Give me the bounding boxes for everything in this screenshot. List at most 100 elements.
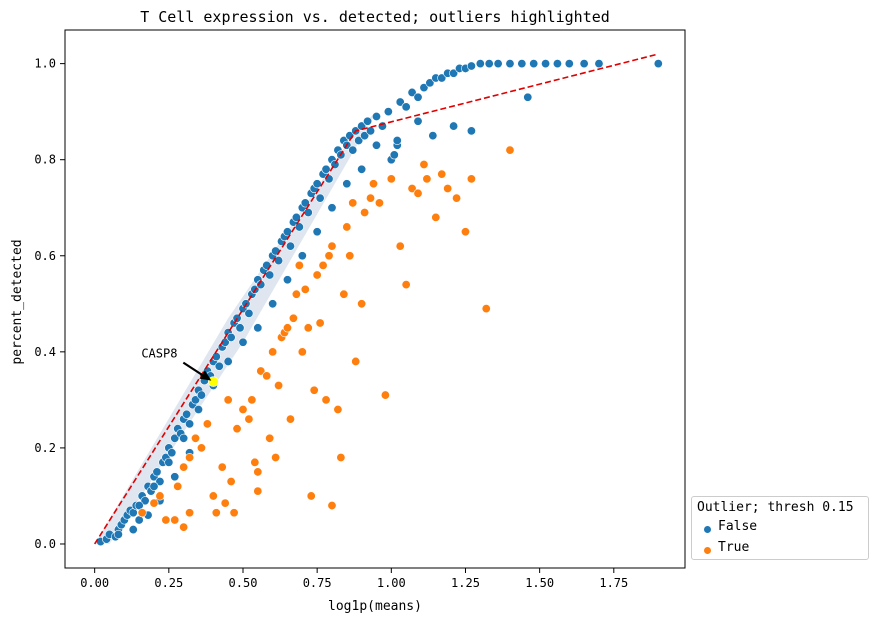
point-false-112 [505,59,515,69]
point-false-85 [354,135,364,145]
point-false-114 [529,59,539,69]
point-false-55 [265,270,275,280]
point-false-139 [193,404,203,414]
point-false-13 [140,496,150,506]
point-true-18 [229,508,239,518]
point-true-24 [250,457,260,467]
point-true-35 [282,323,292,333]
axes-frame [64,29,686,569]
point-true-6 [185,508,195,518]
point-true-20 [232,424,242,434]
point-true-50 [327,241,337,251]
point-false-38 [214,361,224,371]
point-false-97 [401,102,411,112]
point-false-17 [152,467,162,477]
point-true-54 [342,222,352,232]
point-true-58 [360,208,370,218]
point-false-140 [179,433,189,443]
y-tick-label: 0.8 [34,153,56,167]
point-false-45 [235,323,245,333]
point-false-137 [223,356,233,366]
point-false-30 [191,395,201,405]
point-true-31 [271,453,281,463]
point-false-101 [425,78,435,88]
point-true-8 [179,462,189,472]
point-true-40 [300,284,310,294]
x-tick-label: 1.25 [451,576,480,590]
point-true-21 [238,404,248,414]
point-true-65 [407,184,417,194]
point-true-36 [285,414,295,424]
point-false-133 [282,275,292,285]
point-true-79 [294,260,304,270]
point-true-5 [179,522,189,532]
point-true-30 [268,347,278,357]
highlight-point [208,376,219,387]
point-false-83 [348,145,358,155]
point-true-15 [217,462,227,472]
y-tick-label: 0.0 [34,537,56,551]
point-true-3 [161,515,171,525]
point-false-120 [653,59,663,69]
point-true-69 [437,169,447,179]
point-true-59 [369,179,379,189]
point-true-19 [223,395,233,405]
reference-line [93,53,659,545]
x-tick-label: 1.50 [525,576,554,590]
point-true-22 [244,414,254,424]
point-false-117 [564,59,574,69]
point-false-144 [128,525,138,535]
point-false-88 [363,116,373,126]
point-false-126 [371,140,381,150]
x-axis-ticks: 0.00 0.25 0.50 0.75 1.00 1.25 1.50 1.75 [80,568,628,590]
point-true-14 [211,508,221,518]
point-false-116 [552,59,562,69]
point-true-75 [466,174,476,184]
point-true-39 [297,347,307,357]
point-false-48 [244,308,254,318]
point-true-52 [336,453,346,463]
x-tick-label: 1.75 [599,576,628,590]
point-true-46 [318,260,328,270]
point-true-63 [395,241,405,251]
point-true-32 [274,380,284,390]
point-false-113 [517,59,527,69]
point-true-64 [401,280,411,290]
point-false-18 [155,477,165,487]
point-false-122 [523,92,533,102]
point-true-41 [303,323,313,333]
point-true-13 [208,491,218,501]
point-false-141 [164,457,174,467]
point-false-90 [371,111,381,121]
x-tick-label: 0.00 [80,576,109,590]
annotation-arrowhead [199,370,212,381]
annotation: CASP8 [141,347,212,381]
point-false-72 [315,193,325,203]
point-true-23 [247,395,257,405]
point-false-23 [170,433,180,443]
point-true-56 [351,356,361,366]
y-tick-label: 0.4 [34,345,56,359]
point-false-94 [389,150,399,160]
point-true-55 [345,251,355,261]
point-true-51 [333,404,343,414]
point-true-43 [309,385,319,395]
x-axis-label: log1p(means) [328,599,422,614]
point-true-62 [386,174,396,184]
point-false-27 [182,409,192,419]
point-true-12 [202,419,212,429]
point-true-38 [291,289,301,299]
point-false-132 [297,251,307,261]
point-true-57 [357,299,367,309]
point-true-9 [185,453,195,463]
legend-label-true: True [718,540,750,555]
point-false-124 [428,131,438,141]
point-true-78 [348,198,358,208]
point-true-77 [366,193,376,203]
point-true-67 [422,174,432,184]
point-false-134 [268,299,278,309]
y-tick-label: 0.2 [34,441,56,455]
point-false-92 [383,107,393,117]
point-true-25 [253,486,263,496]
point-false-123 [449,121,459,131]
